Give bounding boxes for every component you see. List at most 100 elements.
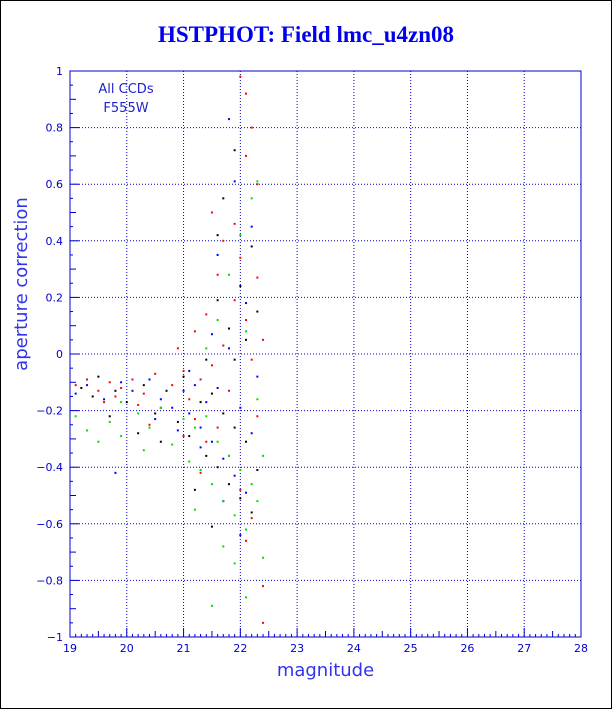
x-tick-label: 22 — [233, 642, 247, 655]
data-point — [256, 398, 259, 401]
y-tick-label: −0.6 — [36, 518, 63, 531]
data-point — [120, 381, 123, 384]
data-point — [227, 118, 230, 121]
data-point — [227, 389, 230, 392]
data-point — [114, 471, 117, 474]
data-point — [171, 443, 174, 446]
data-point — [182, 389, 185, 392]
x-tick-label: 19 — [63, 642, 77, 655]
y-tick-label: −0.2 — [36, 405, 63, 418]
data-point — [142, 384, 145, 387]
data-point — [233, 149, 236, 152]
data-point — [199, 471, 202, 474]
y-tick-label: 0 — [56, 348, 63, 361]
data-point — [199, 446, 202, 449]
data-point — [262, 556, 265, 559]
data-point — [137, 432, 140, 435]
data-point — [205, 440, 208, 443]
data-point — [74, 392, 77, 395]
data-point — [120, 435, 123, 438]
data-point — [205, 313, 208, 316]
y-tick-label: −1 — [47, 631, 63, 644]
data-point — [245, 338, 248, 341]
data-point — [154, 372, 157, 375]
data-point — [114, 389, 117, 392]
y-tick-label: 1 — [56, 65, 63, 78]
data-point — [250, 358, 253, 361]
data-point — [182, 435, 185, 438]
data-point — [188, 460, 191, 463]
data-point — [171, 384, 174, 387]
data-point — [250, 245, 253, 248]
data-point — [74, 384, 77, 387]
data-point — [210, 364, 213, 367]
data-point — [216, 299, 219, 302]
x-axis-label: magnitude — [277, 660, 374, 681]
data-point — [256, 276, 259, 279]
data-point — [205, 454, 208, 457]
data-point — [108, 381, 111, 384]
data-point — [193, 330, 196, 333]
data-point — [86, 384, 89, 387]
data-point — [250, 432, 253, 435]
data-point — [216, 466, 219, 469]
data-point — [97, 389, 100, 392]
data-point — [250, 197, 253, 200]
data-point — [159, 398, 162, 401]
data-point — [216, 273, 219, 276]
data-point — [262, 585, 265, 588]
y-tick-label: −0.4 — [36, 461, 63, 474]
data-point — [210, 440, 213, 443]
data-point — [239, 75, 242, 78]
x-tick-label: 27 — [517, 642, 531, 655]
data-point — [262, 338, 265, 341]
points-layer — [74, 75, 265, 624]
data-point — [210, 333, 213, 336]
data-point — [97, 440, 100, 443]
data-point — [193, 508, 196, 511]
data-point — [159, 440, 162, 443]
data-point — [256, 310, 259, 313]
chart-title: HSTPHOT: Field lmc_u4zn08 — [157, 22, 455, 47]
data-point — [176, 420, 179, 423]
data-point — [210, 211, 213, 214]
data-point — [193, 426, 196, 429]
data-point — [176, 347, 179, 350]
data-point — [227, 273, 230, 276]
data-point — [245, 491, 248, 494]
x-tick-label: 26 — [460, 642, 474, 655]
data-point — [250, 225, 253, 228]
data-point — [154, 412, 157, 415]
data-point — [245, 302, 248, 305]
data-point — [210, 483, 213, 486]
data-point — [233, 426, 236, 429]
data-point — [74, 415, 77, 418]
data-point — [250, 511, 253, 514]
data-point — [256, 375, 259, 378]
annotation-filter: F555W — [103, 101, 148, 116]
data-point — [131, 378, 134, 381]
data-point — [176, 429, 179, 432]
data-point — [239, 234, 242, 237]
data-point — [131, 389, 134, 392]
data-point — [148, 426, 151, 429]
data-point — [80, 386, 83, 389]
y-tick-label: −0.8 — [36, 574, 63, 587]
data-point — [188, 369, 191, 372]
data-point — [154, 418, 157, 421]
x-tick-label: 25 — [404, 642, 418, 655]
data-point — [256, 469, 259, 472]
data-point — [216, 253, 219, 256]
data-point — [262, 621, 265, 624]
data-point — [120, 386, 123, 389]
data-point — [239, 488, 242, 491]
data-point — [227, 483, 230, 486]
data-point — [193, 418, 196, 421]
data-point — [245, 539, 248, 542]
data-point — [182, 369, 185, 372]
data-point — [239, 469, 242, 472]
data-point — [216, 426, 219, 429]
data-point — [245, 330, 248, 333]
y-tick-label: 0.8 — [46, 122, 64, 135]
data-point — [199, 401, 202, 404]
